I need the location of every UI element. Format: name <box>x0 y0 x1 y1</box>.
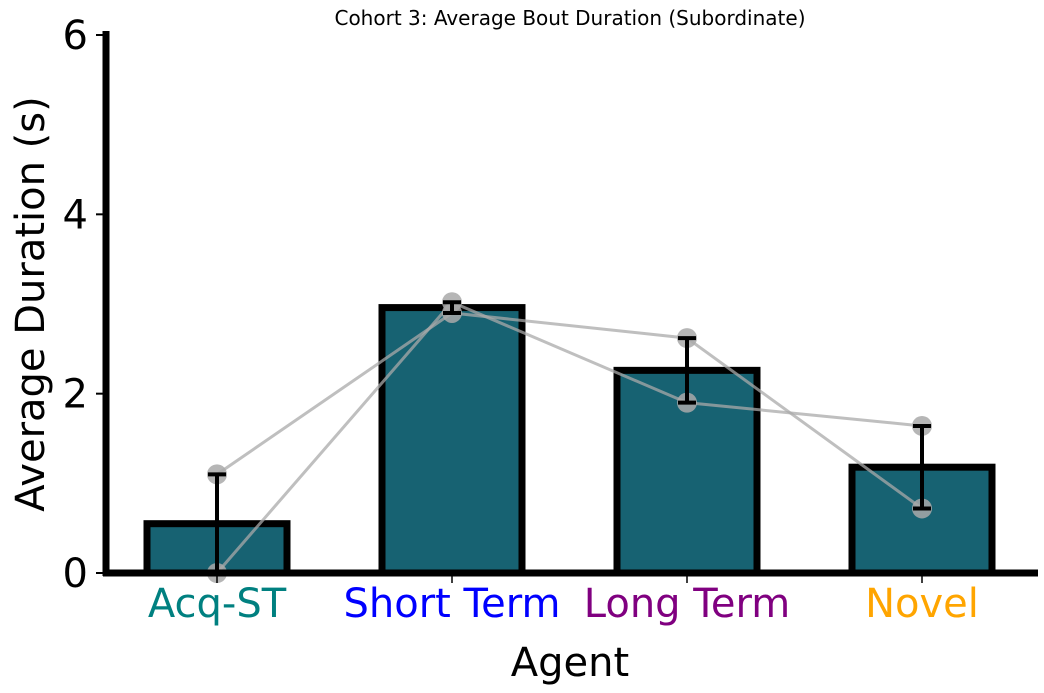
subject-line-1 <box>215 300 923 574</box>
x-ticks-group: Acq-ST Short Term Long Term Novel <box>148 576 979 627</box>
y-tick-label-3: 6 <box>63 13 88 59</box>
chart-title: Cohort 3: Average Bout Duration (Subordi… <box>334 6 805 30</box>
x-tick-label-3: Novel <box>865 581 979 627</box>
y-tick-label-1: 2 <box>63 372 88 418</box>
y-tick-label-0: 0 <box>63 551 88 597</box>
error-bar-2 <box>678 336 696 405</box>
bar-3 <box>848 463 996 577</box>
subject-lines-group <box>207 292 932 583</box>
x-tick-label-1: Short Term <box>343 581 560 627</box>
x-axis-label: Agent <box>511 640 629 686</box>
y-ticks-group: 0 2 4 6 <box>63 13 106 597</box>
subject-line-0 <box>216 311 923 510</box>
x-tick-label-2: Long Term <box>584 581 790 627</box>
x-tick-label-0: Acq-ST <box>148 581 287 627</box>
y-axis-label: Average Duration (s) <box>8 96 54 511</box>
error-bar-3 <box>913 423 931 511</box>
error-bar-1 <box>443 300 461 315</box>
bars-group <box>143 304 996 577</box>
y-tick-label-2: 4 <box>63 192 88 238</box>
